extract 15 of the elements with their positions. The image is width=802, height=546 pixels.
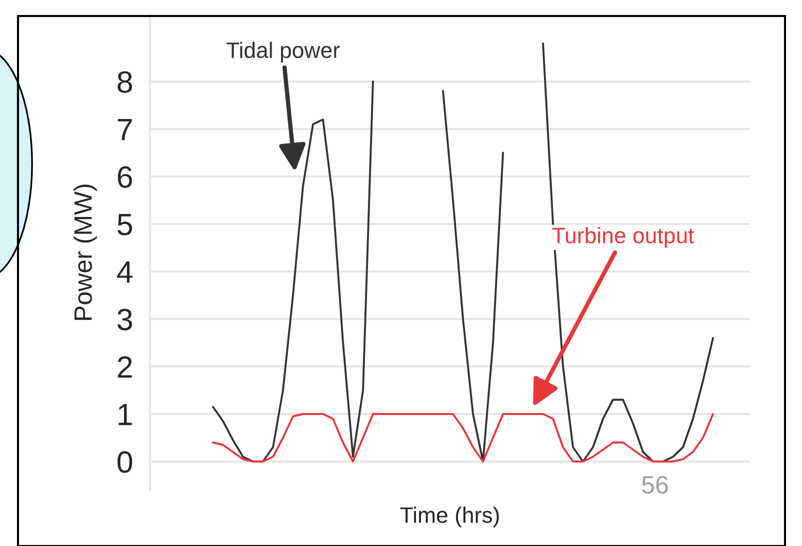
line-series [212, 413, 714, 462]
x-axis-title: Time (hrs) [400, 506, 499, 528]
y-tick-label: 8 [118, 71, 132, 93]
y-tick-label: 6 [118, 166, 132, 188]
y-tick-label: 3 [118, 308, 132, 330]
y-axis-title: Power (MW) [74, 184, 97, 320]
text: Turbine output [552, 227, 694, 248]
y-tick-label: 0 [118, 451, 132, 473]
y-tick-label: 2 [118, 356, 132, 378]
series-label: Tidal power [226, 42, 340, 62]
annotation: 56 [642, 476, 668, 494]
y-tick-label: 5 [118, 214, 132, 236]
y-tick-label: 1 [118, 404, 132, 426]
y-tick-label: 4 [117, 262, 132, 283]
y-tick-label: 7 [118, 119, 132, 140]
